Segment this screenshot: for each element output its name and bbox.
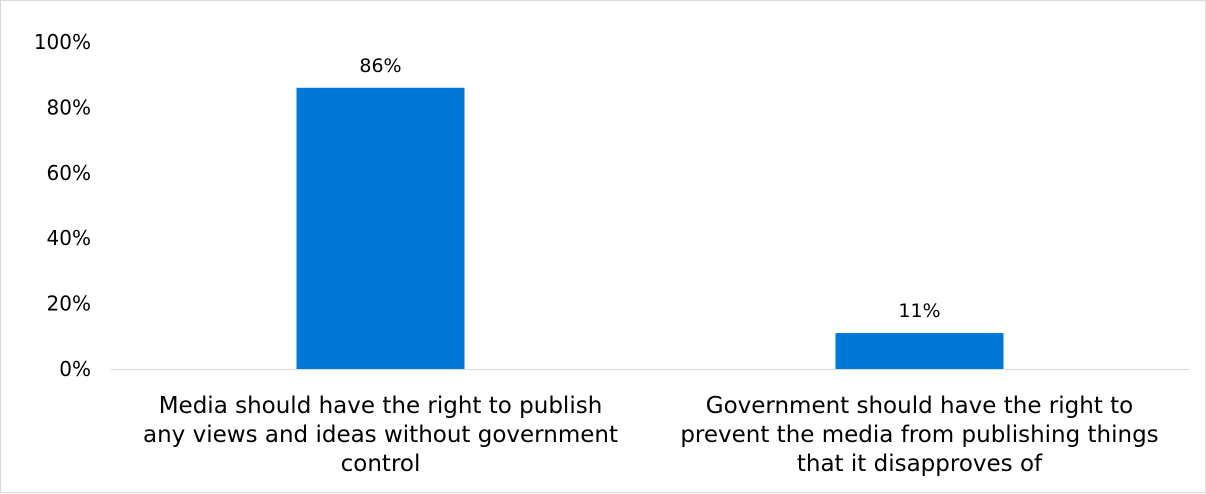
category-label: Media should have the right to publish xyxy=(159,393,603,419)
y-tick-label: 100% xyxy=(34,30,91,54)
category-label: Government should have the right to xyxy=(706,393,1134,419)
category-label: prevent the media from publishing things xyxy=(680,422,1158,448)
y-tick-label: 40% xyxy=(47,226,91,250)
bar xyxy=(296,87,465,369)
data-label: 11% xyxy=(898,300,940,322)
y-tick-label: 60% xyxy=(47,161,91,185)
data-label: 86% xyxy=(359,55,401,77)
category-label: that it disapproves of xyxy=(797,451,1043,477)
y-tick-label: 20% xyxy=(47,292,91,316)
category-label: any views and ideas without government xyxy=(143,422,618,448)
y-tick-label: 80% xyxy=(47,95,91,119)
category-label: control xyxy=(341,451,421,477)
y-tick-label: 0% xyxy=(59,357,91,381)
bar xyxy=(835,333,1004,369)
